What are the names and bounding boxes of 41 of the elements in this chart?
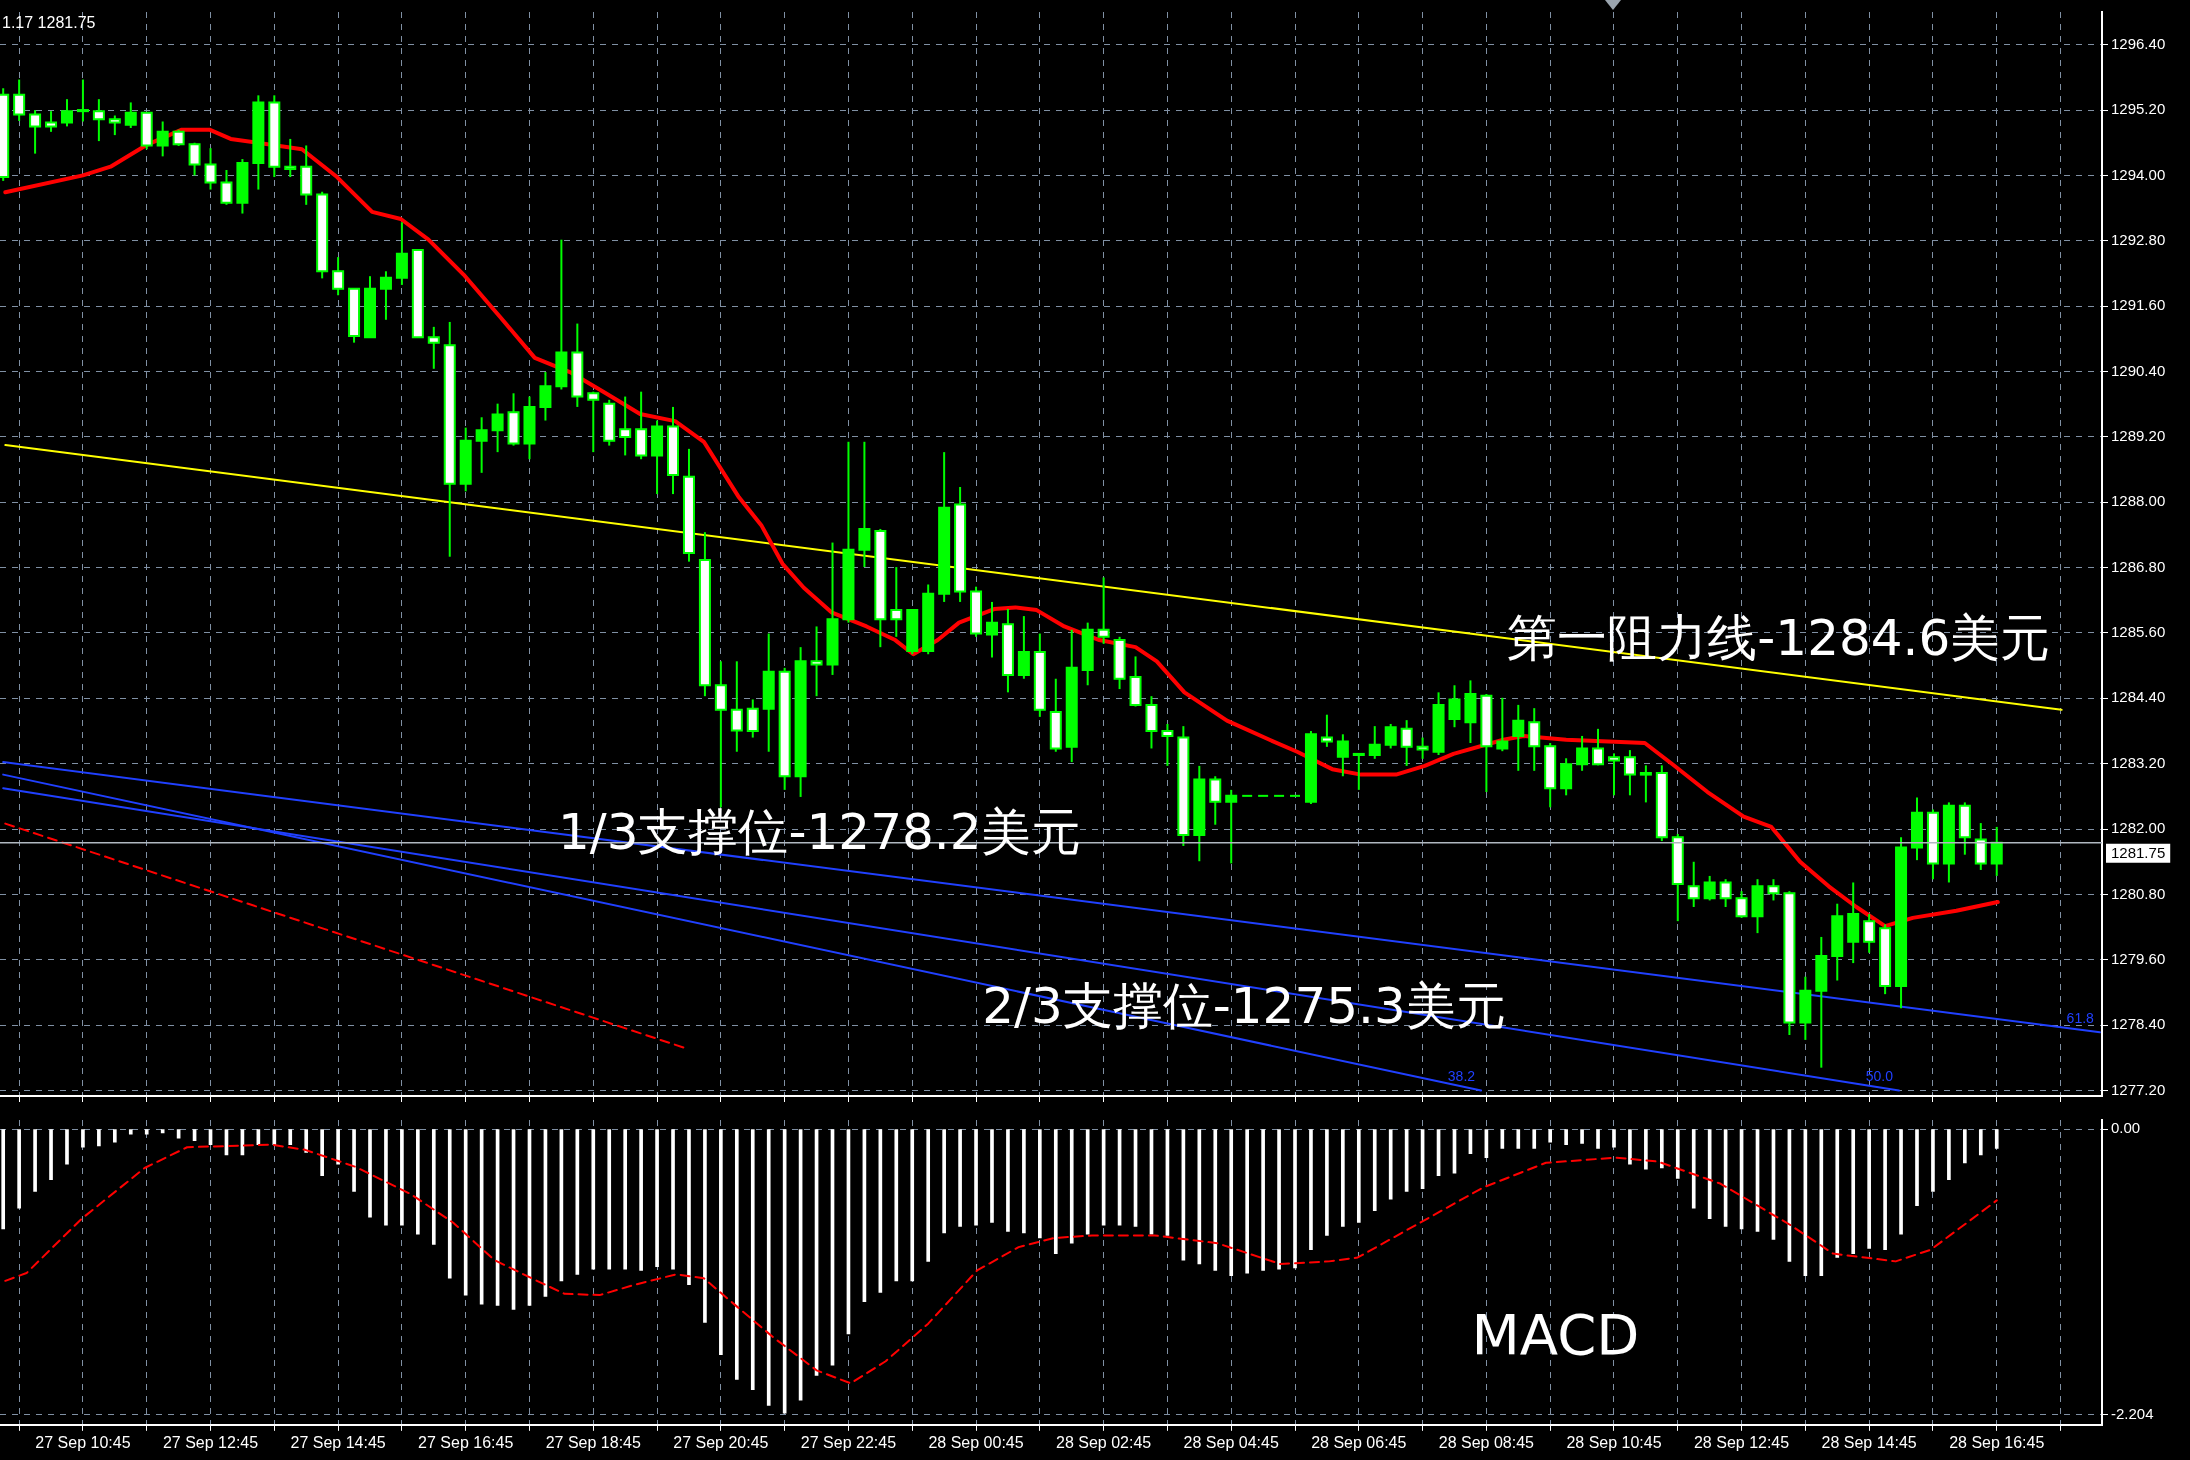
x-tick-label: 27 Sep 14:45 xyxy=(290,1433,386,1451)
x-tick-label: 27 Sep 16:45 xyxy=(418,1433,514,1451)
y-tick-label: 1278.40 xyxy=(2111,1015,2166,1033)
x-tick-label: 28 Sep 10:45 xyxy=(1566,1433,1662,1451)
series-label: 38.2 xyxy=(1447,1068,1476,1085)
x-tick-label: 28 Sep 06:45 xyxy=(1311,1433,1407,1451)
x-tick-label: 28 Sep 16:45 xyxy=(1949,1433,2045,1451)
y-tick-label: 1283.20 xyxy=(2111,753,2166,771)
x-tick-label: 27 Sep 20:45 xyxy=(673,1433,769,1451)
y-tick-label: 1294.00 xyxy=(2111,165,2166,183)
x-tick-label: 28 Sep 12:45 xyxy=(1693,1433,1790,1451)
x-tick-label: 28 Sep 00:45 xyxy=(928,1433,1024,1451)
y-tick-label: 1280.80 xyxy=(2111,884,2166,902)
annotation: 1.17 1281.75 xyxy=(2,14,96,32)
annotation: MACD xyxy=(1471,1302,1640,1367)
x-tick-label: 27 Sep 18:45 xyxy=(545,1433,641,1451)
y-tick-label: 1289.20 xyxy=(2111,427,2166,445)
y-tick-label: 1288.00 xyxy=(2111,492,2166,510)
y-tick-label: 1296.40 xyxy=(2111,34,2166,52)
x-tick-label: 27 Sep 22:45 xyxy=(800,1433,897,1451)
y-tick-label: 1291.60 xyxy=(2111,296,2166,314)
y-tick-label: 1279.60 xyxy=(2111,949,2166,967)
x-tick-label: 28 Sep 08:45 xyxy=(1438,1433,1535,1451)
series-label: 50.0 xyxy=(1865,1068,1894,1085)
y-tick-label: 1285.60 xyxy=(2111,623,2166,641)
ref-line-label: 1281.75 xyxy=(2111,843,2166,861)
y-tick-label: 1282.00 xyxy=(2111,819,2166,837)
y-tick-label: 1277.20 xyxy=(2111,1080,2166,1098)
y-tick-label: 1284.40 xyxy=(2111,688,2166,706)
x-tick-label: 27 Sep 10:45 xyxy=(35,1433,131,1451)
y-tick-label: 1286.80 xyxy=(2111,557,2166,575)
series-label: 61.8 xyxy=(2066,1010,2095,1027)
y-tick-label: 1290.40 xyxy=(2111,361,2166,379)
y-tick-label: -2.204 xyxy=(2111,1405,2154,1423)
x-tick-label: 28 Sep 14:45 xyxy=(1821,1433,1917,1451)
x-tick-label: 28 Sep 04:45 xyxy=(1183,1433,1279,1451)
x-tick-label: 27 Sep 12:45 xyxy=(162,1433,259,1451)
y-tick-label: 1292.80 xyxy=(2111,230,2166,248)
y-tick-label: 0.00 xyxy=(2111,1119,2141,1137)
y-tick-label: 1295.20 xyxy=(2111,100,2166,118)
x-tick-label: 28 Sep 02:45 xyxy=(1056,1433,1152,1451)
